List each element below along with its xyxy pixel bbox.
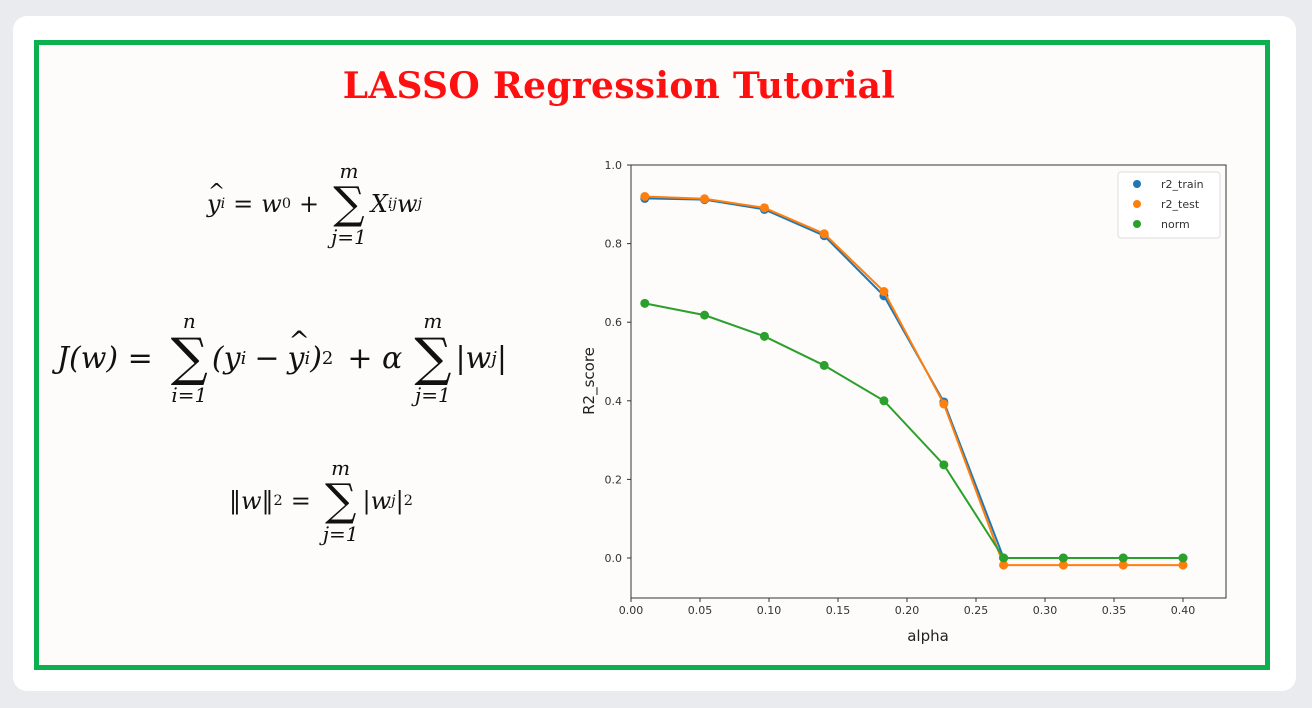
x-tick-label: 0.05 (688, 604, 713, 617)
x-tick-label: 0.00 (619, 604, 644, 617)
legend-label: r2_train (1161, 178, 1204, 191)
summation-symbol: n ∑ i=1 (170, 309, 208, 407)
data-point (700, 194, 710, 204)
legend-label: norm (1161, 218, 1190, 231)
data-point (879, 396, 889, 406)
y-tick-label: 0.6 (605, 316, 623, 329)
y-axis: 0.0 0.2 0.4 0.6 0.8 1.0 (605, 159, 631, 565)
y-tick-label: 0.2 (605, 473, 623, 486)
data-point (1178, 560, 1188, 570)
series-norm (640, 298, 1188, 563)
legend-marker (1133, 200, 1141, 208)
y-hat: y (207, 179, 225, 218)
x-axis: 0.00 0.05 0.10 0.15 0.20 0.25 0.30 0.35 0.40 (619, 598, 1196, 617)
data-point (640, 298, 650, 308)
norm-equation: ‖w‖ 2 = m ∑ j=1 |w j | 2 (229, 456, 413, 546)
legend-marker (1133, 220, 1141, 228)
y-tick-label: 1.0 (605, 159, 623, 172)
y-tick-label: 0.4 (605, 395, 623, 408)
data-point (759, 331, 769, 341)
x-axis-label: alpha (907, 627, 949, 645)
x-tick-label: 0.20 (895, 604, 920, 617)
legend-marker (1133, 180, 1141, 188)
series-lines (640, 191, 1188, 570)
data-point (1058, 553, 1068, 563)
x-tick-label: 0.40 (1171, 604, 1196, 617)
y-tick-label: 0.8 (605, 238, 623, 251)
x-tick-label: 0.35 (1102, 604, 1127, 617)
prediction-equation: yi = w0 + m ∑ j=1 Xij wj (207, 160, 422, 248)
data-point (879, 287, 889, 297)
data-point (939, 460, 949, 470)
data-point (1178, 553, 1188, 563)
summation-symbol: m ∑ j=1 (414, 309, 452, 407)
data-point (1058, 560, 1068, 570)
x-tick-label: 0.10 (757, 604, 782, 617)
y-tick-label: 0.0 (605, 552, 623, 565)
data-point (999, 553, 1009, 563)
data-point (819, 360, 829, 370)
data-point (700, 310, 710, 320)
summation-symbol: m ∑ j=1 (322, 456, 359, 546)
summation-symbol: m ∑ j=1 (331, 159, 367, 249)
x-tick-label: 0.30 (1033, 604, 1058, 617)
data-point (939, 399, 949, 409)
data-point (1118, 553, 1128, 563)
page-title: LASSO Regression Tutorial (342, 65, 896, 107)
data-point (759, 203, 769, 213)
data-point (999, 560, 1009, 570)
series-r2_test (640, 191, 1188, 570)
x-tick-label: 0.15 (826, 604, 851, 617)
data-point (640, 191, 650, 201)
data-point (1118, 560, 1128, 570)
y-axis-label: R2_score (580, 347, 599, 415)
data-point (819, 229, 829, 239)
x-tick-label: 0.25 (964, 604, 989, 617)
legend-label: r2_test (1161, 198, 1200, 211)
cost-equation: J(w) = n ∑ i=1 (yi − yi )2 + α m ∑ j=1 |… (57, 310, 507, 406)
